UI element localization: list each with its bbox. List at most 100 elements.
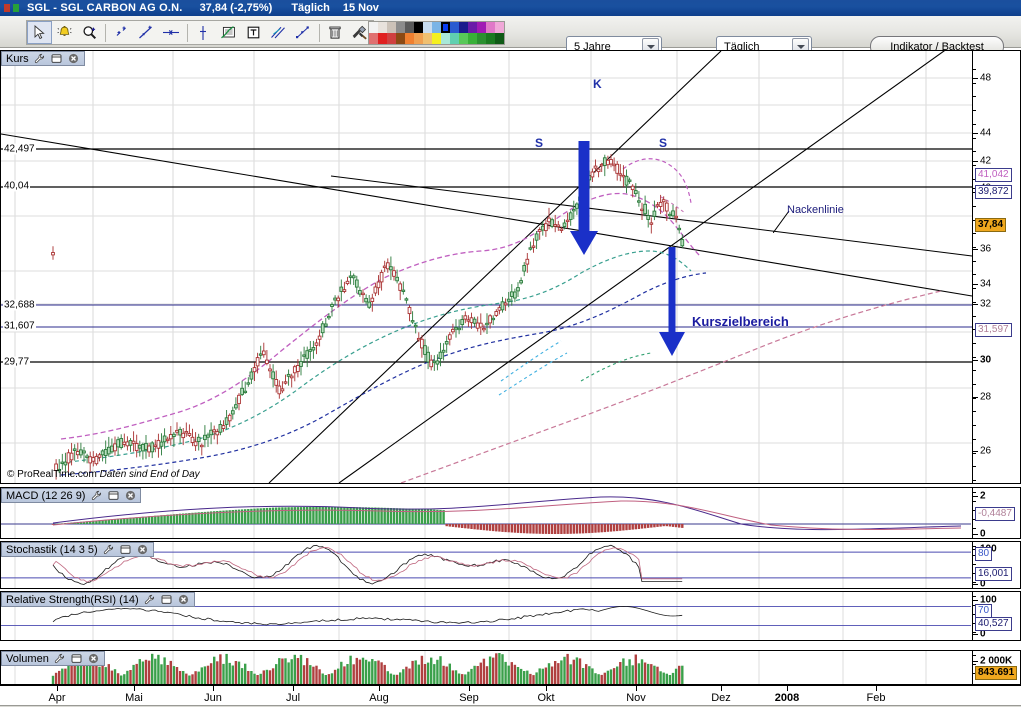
palette-swatch-0-14[interactable] [495,22,504,33]
macd-panel-header[interactable]: MACD (12 26 9) [1,488,142,503]
palette-swatch-1-9[interactable] [450,33,459,44]
palette-swatch-1-7[interactable] [432,33,441,44]
x-axis-label-2008: 2008 [774,692,800,704]
palette-swatch-0-3[interactable] [396,22,405,33]
palette-swatch-1-10[interactable] [459,33,468,44]
window-icon[interactable] [71,653,83,665]
palette-swatch-0-2[interactable] [387,22,396,33]
vertical-line-icon[interactable] [191,21,216,44]
palette-swatch-1-3[interactable] [396,33,405,44]
wrench-icon[interactable] [103,544,115,556]
wrench-icon[interactable] [54,653,66,665]
palette-swatch-0-1[interactable] [378,22,387,33]
close-icon[interactable] [178,594,190,606]
stochastik-panel-header[interactable]: Stochastik (14 3 5) [1,542,154,557]
close-icon[interactable] [88,653,100,665]
price-value-badge-3: 31,597 [975,323,1012,337]
price-axis-minor-tick [973,302,976,303]
palette-swatch-1-1[interactable] [378,33,387,44]
palette-swatch-0-4[interactable] [405,22,414,33]
price-axis-minor-tick [973,288,976,289]
palette-swatch-0-5[interactable] [414,22,423,33]
price-axis-minor-tick [973,151,976,152]
price-level-label-2: 32,688 [3,299,36,311]
price-axis-minor-tick [973,411,976,412]
rsi-panel-header[interactable]: Relative Strength(RSI) (14) [1,592,195,607]
alarm-bell-icon[interactable] [52,21,77,44]
palette-swatch-1-8[interactable] [441,33,450,44]
palette-swatch-1-12[interactable] [477,33,486,44]
price-axis-minor-tick [973,69,976,70]
volumen-panel-axis-label-0: 2 000K [980,655,1013,667]
wrench-icon[interactable] [90,490,102,502]
text-tool-icon[interactable] [241,21,266,44]
palette-swatch-0-13[interactable] [486,22,495,33]
pointer-icon[interactable] [27,21,52,44]
macd-panel: 2 0 -0,4487 MACD (12 26 9) [0,487,1021,539]
x-axis: Apr Mai Jun Jul Aug Sep Okt Nov Dez 2008 Feb [0,685,1021,706]
points-icon[interactable] [109,21,134,44]
trash-icon[interactable] [323,21,348,44]
x-axis-label-Sep: Sep [459,692,479,704]
price-plot-area[interactable] [1,51,1020,483]
x-axis-label-Mai: Mai [125,692,143,704]
window-icon[interactable] [107,490,119,502]
main-toolbar: 5 Jahre Täglich Indikator / Backtest [0,16,1021,57]
toolbar-separator-3 [319,23,320,42]
window-icon[interactable] [51,53,63,65]
palette-swatch-0-8[interactable] [441,22,450,33]
parallel-lines-icon[interactable] [266,21,291,44]
stochastik-panel-plot[interactable] [1,542,1020,588]
x-axis-label-Apr: Apr [48,692,66,704]
x-axis-tick-Okt [546,686,547,691]
palette-swatch-1-11[interactable] [468,33,477,44]
palette-swatch-1-6[interactable] [423,33,432,44]
annotation-icon[interactable] [216,21,241,44]
stochastik-panel-minor-tick [973,582,976,583]
palette-swatch-1-5[interactable] [414,33,423,44]
palette-swatch-1-2[interactable] [387,33,396,44]
macd-panel-minor-tick [973,519,976,520]
x-axis-tick-Aug [379,686,380,691]
range-select-value: 5 Jahre [574,40,611,53]
palette-swatch-1-14[interactable] [495,33,504,44]
price-axis-minor-tick [973,96,976,97]
close-icon[interactable] [137,544,149,556]
palette-swatch-0-11[interactable] [468,22,477,33]
palette-swatch-1-0[interactable] [369,33,378,44]
palette-swatch-0-6[interactable] [423,22,432,33]
price-axis-minor-tick [973,83,976,84]
trendline-icon[interactable] [134,21,159,44]
volumen-panel-plot[interactable] [1,651,1020,684]
fibonacci-icon[interactable] [291,21,316,44]
wrench-icon[interactable] [34,53,46,65]
palette-swatch-0-0[interactable] [369,22,378,33]
stochastik-panel-value-badge-1: 16,001 [975,567,1012,581]
close-icon[interactable] [68,53,80,65]
macd-panel-tick-0 [973,496,978,497]
zoom-in-icon[interactable] [77,21,102,44]
color-palette[interactable] [368,21,505,45]
palette-swatch-1-4[interactable] [405,33,414,44]
volumen-panel-minor-tick [973,664,976,665]
palette-swatch-1-13[interactable] [486,33,495,44]
x-axis-label-Nov: Nov [626,692,646,704]
volumen-panel-header[interactable]: Volumen [1,651,105,666]
wrench-icon[interactable] [144,594,156,606]
x-axis-label-Jul: Jul [285,692,301,704]
horizontal-line-icon[interactable] [159,21,184,44]
palette-swatch-0-7[interactable] [432,22,441,33]
window-icon[interactable] [161,594,173,606]
close-icon[interactable] [124,490,136,502]
price-axis-minor-tick [973,466,976,467]
palette-swatch-0-9[interactable] [450,22,459,33]
palette-swatch-0-12[interactable] [477,22,486,33]
tools-icon[interactable] [348,21,373,44]
price-panel-header[interactable]: Kurs [1,51,85,66]
macd-panel-plot[interactable] [1,488,1020,538]
palette-swatch-0-10[interactable] [459,22,468,33]
x-axis-tick-Sep [469,686,470,691]
price-axis-minor-tick [973,316,976,317]
window-icon[interactable] [120,544,132,556]
